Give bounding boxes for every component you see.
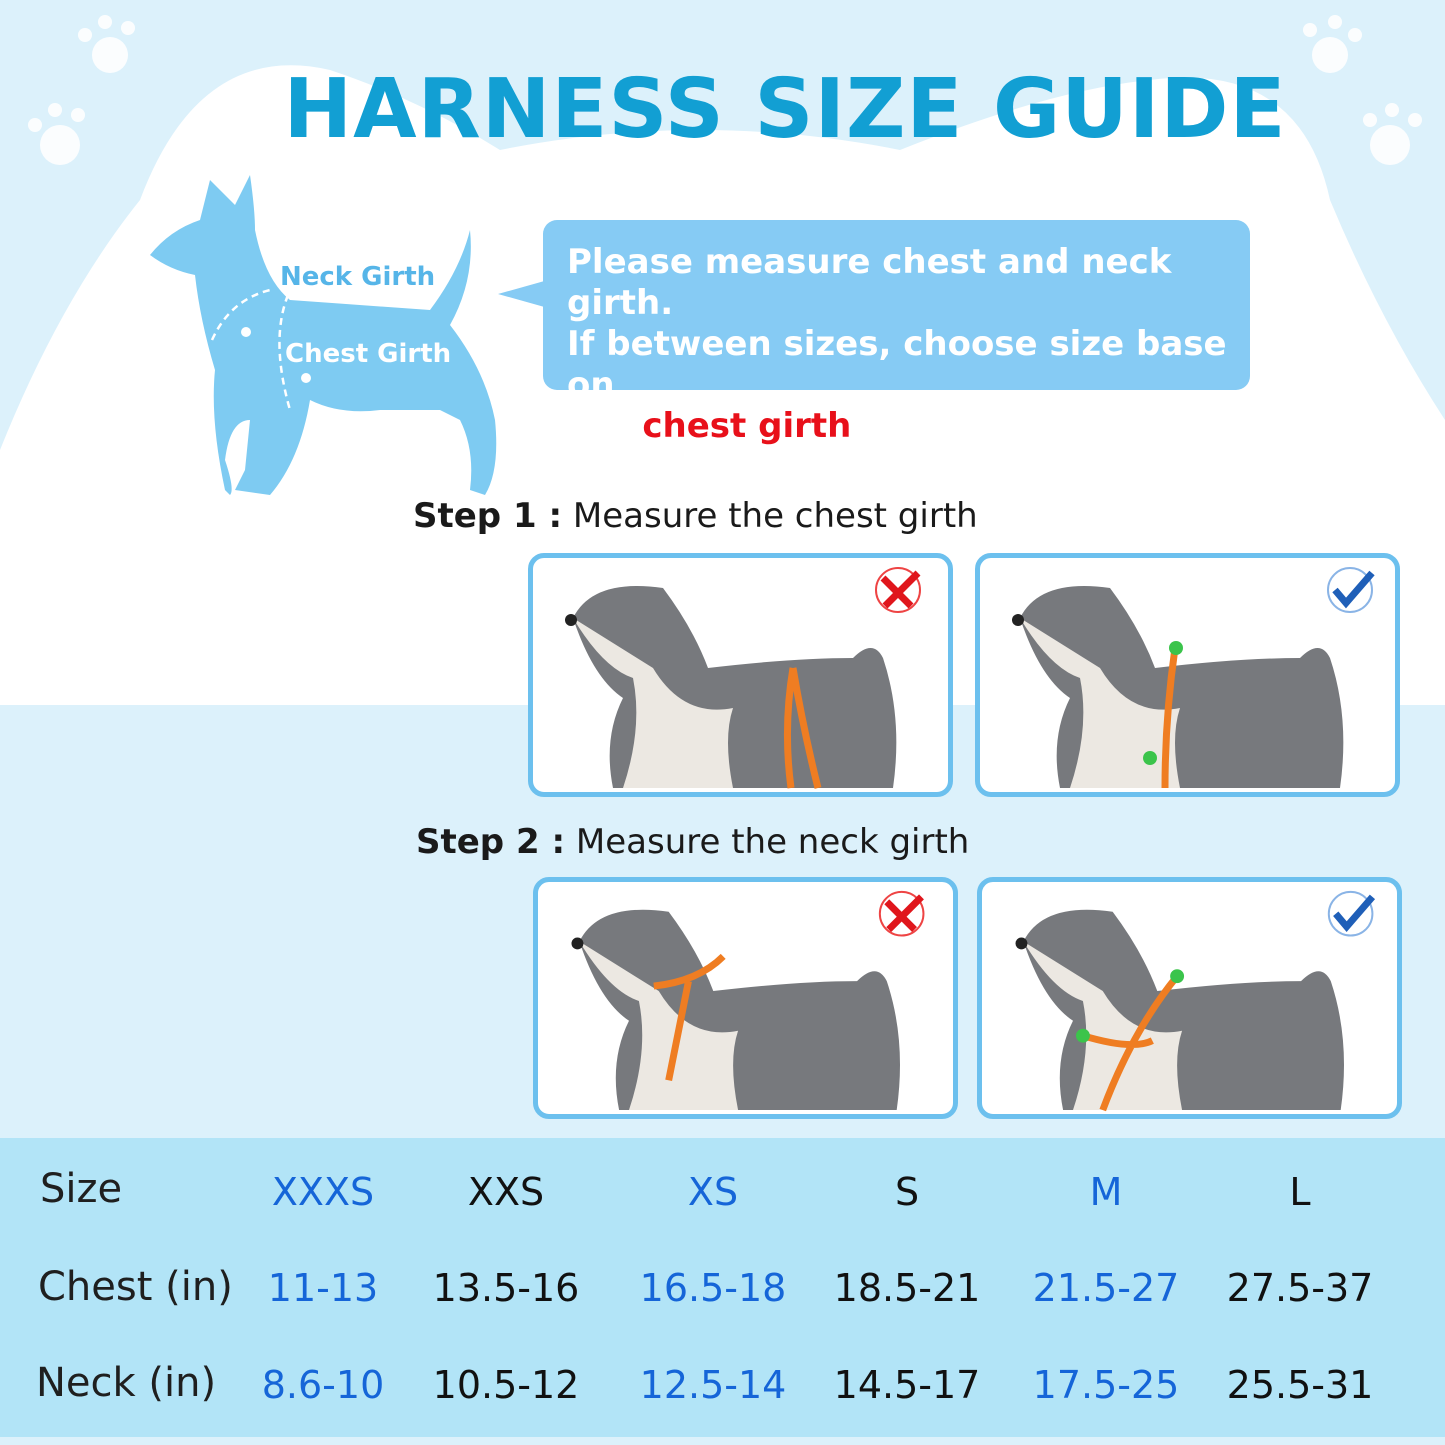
row-label-chest: Chest (in): [38, 1264, 233, 1310]
chest-cell: 11-13: [267, 1266, 379, 1310]
size-cell: XS: [687, 1170, 739, 1214]
callout-text: the: [567, 406, 643, 446]
chest-cell: 16.5-18: [639, 1266, 787, 1310]
cross-icon: [875, 567, 921, 613]
size-cell: L: [1289, 1170, 1311, 1214]
step-label: Step 2 :: [416, 822, 566, 862]
neck-cell: 12.5-14: [639, 1363, 787, 1407]
cross-icon: [878, 890, 925, 937]
measure-instruction-callout: Please measure chest and neck girth. If …: [543, 220, 1250, 446]
neck-cell: 17.5-25: [1032, 1363, 1180, 1407]
neck-cell: 8.6-10: [261, 1363, 385, 1407]
page-title: HARNESS SIZE GUIDE: [283, 62, 1287, 157]
checkmark-icon: [1327, 890, 1376, 937]
chest-cell: 13.5-16: [432, 1266, 580, 1310]
neck-wrong-photo: [533, 877, 958, 1119]
callout-line: If between sizes, choose size base on: [567, 324, 1227, 405]
row-label-neck: Neck (in): [36, 1360, 217, 1406]
callout-tail: [498, 280, 548, 308]
callout-line: Please measure chest and neck girth.: [567, 242, 1172, 323]
neck-cell: 10.5-12: [432, 1363, 580, 1407]
neck-correct-photo: [977, 877, 1402, 1119]
callout-line: the chest girth.: [567, 406, 1250, 447]
chest-cell: 27.5-37: [1226, 1266, 1374, 1310]
chest-correct-photo: [975, 553, 1400, 797]
step-text: Measure the chest girth: [562, 496, 978, 536]
size-cell: XXXS: [271, 1170, 375, 1214]
neck-cell: 25.5-31: [1226, 1363, 1374, 1407]
chest-wrong-photo: [528, 553, 953, 797]
neck-girth-label: Neck Girth: [280, 262, 435, 292]
size-table: Size Chest (in) Neck (in) XXXS XXS XS S M L 11…: [0, 1138, 1445, 1437]
step-label: Step 1 :: [413, 496, 563, 536]
row-label-size: Size: [40, 1166, 123, 1212]
dog-silhouette-diagram: Neck Girth Chest Girth: [150, 175, 497, 495]
neck-cell: 14.5-17: [833, 1363, 981, 1407]
size-cell: S: [894, 1170, 920, 1214]
checkmark-icon: [1327, 567, 1375, 613]
step-1-heading: Step 1 : Measure the chest girth: [413, 496, 978, 536]
chest-cell: 21.5-27: [1032, 1266, 1180, 1310]
paw-print-icon: [28, 15, 1422, 165]
callout-text: .: [851, 406, 865, 446]
chest-girth-highlight: chest girth: [642, 406, 852, 446]
step-2-heading: Step 2 : Measure the neck girth: [416, 822, 969, 862]
size-cell: XXS: [467, 1170, 545, 1214]
chest-girth-label: Chest Girth: [285, 339, 451, 369]
step-text: Measure the neck girth: [565, 822, 970, 862]
chest-cell: 18.5-21: [833, 1266, 981, 1310]
size-cell: M: [1089, 1170, 1123, 1214]
